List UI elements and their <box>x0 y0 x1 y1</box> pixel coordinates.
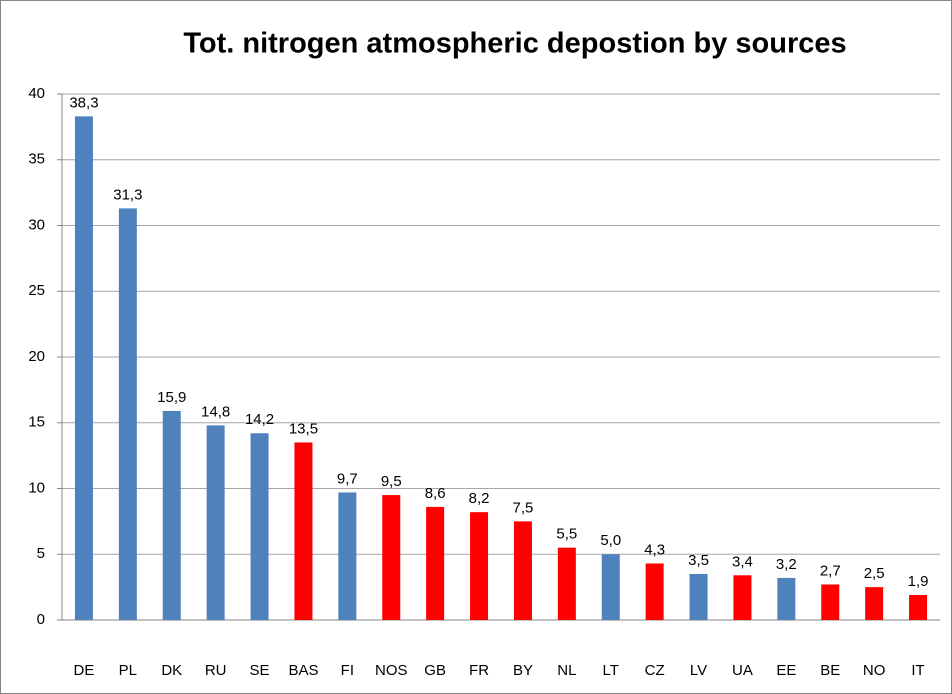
y-tick-label: 30 <box>28 216 45 233</box>
x-tick-label: LV <box>690 662 707 679</box>
value-label: 13,5 <box>289 420 318 437</box>
bar <box>821 584 840 620</box>
value-label: 5,5 <box>556 526 577 543</box>
value-label: 14,2 <box>245 411 274 428</box>
y-tick-label: 10 <box>28 479 45 496</box>
bar <box>206 425 225 620</box>
x-tick-label: GB <box>424 662 446 679</box>
y-tick-label: 15 <box>28 414 45 431</box>
x-tick-label: LT <box>603 662 619 679</box>
x-tick-label: NOS <box>375 662 408 679</box>
bar <box>162 410 181 620</box>
bar <box>513 521 532 620</box>
value-label: 3,5 <box>688 552 709 569</box>
bar <box>601 554 620 620</box>
bar <box>294 442 313 620</box>
x-tick-label: NO <box>863 662 886 679</box>
x-tick-label: FI <box>341 662 354 679</box>
y-tick-label: 25 <box>28 282 45 299</box>
x-tick-label: UA <box>732 662 753 679</box>
value-label: 3,2 <box>776 556 797 573</box>
bar <box>250 433 269 620</box>
x-tick-label: NL <box>557 662 576 679</box>
value-label: 8,6 <box>425 485 446 502</box>
bar <box>689 573 708 620</box>
value-label: 8,2 <box>469 490 490 507</box>
bar <box>909 595 928 620</box>
value-label: 2,7 <box>820 562 841 579</box>
value-label: 31,3 <box>113 186 142 203</box>
y-tick-label: 40 <box>28 85 45 102</box>
bar <box>118 208 137 620</box>
y-tick-label: 20 <box>28 348 45 365</box>
x-tick-label: FR <box>469 662 489 679</box>
bar <box>645 563 664 620</box>
bar <box>470 512 489 620</box>
value-label: 14,8 <box>201 403 230 420</box>
value-label: 3,4 <box>732 553 753 570</box>
x-tick-label: BE <box>820 662 840 679</box>
x-tick-label: SE <box>250 662 270 679</box>
value-label: 1,9 <box>908 573 929 590</box>
value-label: 9,5 <box>381 473 402 490</box>
value-label: 2,5 <box>864 565 885 582</box>
y-tick-label: 0 <box>37 611 45 628</box>
x-tick-label: BY <box>513 662 533 679</box>
bar <box>865 587 884 620</box>
value-label: 15,9 <box>157 389 186 406</box>
bar <box>426 506 445 620</box>
bar <box>557 547 576 620</box>
x-tick-label: BAS <box>288 662 318 679</box>
x-tick-label: IT <box>911 662 924 679</box>
chart-title: Tot. nitrogen atmospheric depostion by s… <box>183 28 846 60</box>
bar <box>338 492 357 620</box>
bar <box>733 575 752 620</box>
value-label: 38,3 <box>69 94 98 111</box>
bar <box>74 116 93 620</box>
x-tick-label: PL <box>119 662 137 679</box>
bar <box>382 495 401 620</box>
x-tick-label: RU <box>205 662 227 679</box>
value-label: 7,5 <box>513 499 534 516</box>
x-tick-label: DE <box>74 662 95 679</box>
x-tick-label: EE <box>776 662 796 679</box>
value-label: 4,3 <box>644 541 665 558</box>
y-tick-label: 35 <box>28 151 45 168</box>
x-tick-label: DK <box>161 662 182 679</box>
x-tick-label: CZ <box>645 662 665 679</box>
value-label: 9,7 <box>337 470 358 487</box>
value-label: 5,0 <box>600 532 621 549</box>
bar <box>777 577 796 620</box>
y-tick-label: 5 <box>37 545 45 562</box>
